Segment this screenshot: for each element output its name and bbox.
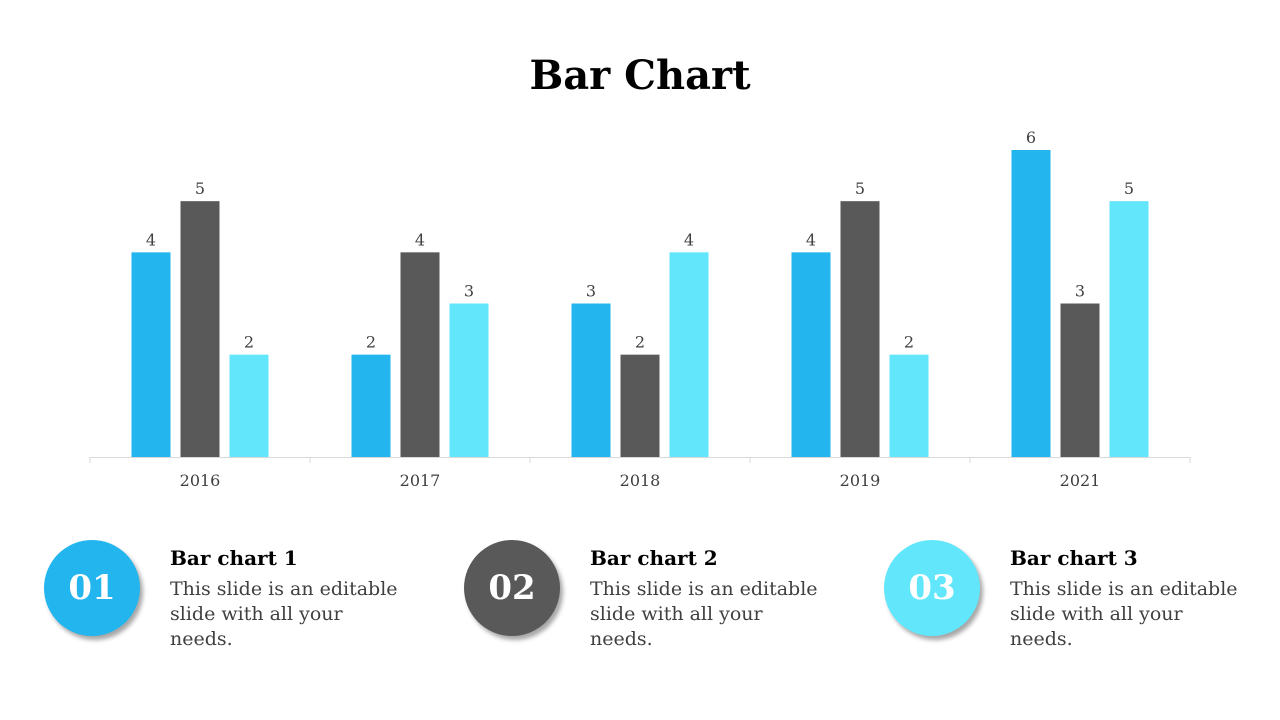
bar-2016-series-1 xyxy=(131,252,171,457)
legend-card-1: 01 Bar chart 1 This slide is an editable… xyxy=(44,540,464,660)
bar-value-label: 6 xyxy=(1026,128,1036,147)
bar-value-label: 3 xyxy=(586,282,596,301)
bar-value-label: 3 xyxy=(1075,282,1085,301)
bar-chart: 4 5 2 2016 2 4 3 2017 3 2 4 2018 4 5 2 2019 6 3 5 2021 xyxy=(89,128,1191,490)
legend-card-2: 02 Bar chart 2 This slide is an editable… xyxy=(464,540,884,660)
bar-2017-series-2 xyxy=(400,252,440,457)
bar-value-label: 5 xyxy=(1124,179,1134,198)
x-tick-label-2021: 2021 xyxy=(1060,471,1101,490)
bar-2019-series-1 xyxy=(791,252,831,457)
x-tick-label-2018: 2018 xyxy=(620,471,661,490)
bar-2019-series-2 xyxy=(840,201,880,457)
bar-value-label: 4 xyxy=(806,230,816,249)
x-tick-label-2019: 2019 xyxy=(840,471,881,490)
card-title-1: Bar chart 1 xyxy=(170,546,298,570)
card-title-2: Bar chart 2 xyxy=(590,546,718,570)
card-text-1: This slide is an editable slide with all… xyxy=(170,578,398,650)
bar-value-label: 5 xyxy=(195,179,205,198)
number-circle-1: 01 xyxy=(44,540,140,636)
bar-value-label: 4 xyxy=(146,230,156,249)
card-title-3: Bar chart 3 xyxy=(1010,546,1138,570)
legend-card-3: 03 Bar chart 3 This slide is an editable… xyxy=(884,540,1280,660)
bar-value-label: 5 xyxy=(855,179,865,198)
bar-2017-series-1 xyxy=(351,354,391,457)
bar-2021-series-2 xyxy=(1060,303,1100,457)
bar-value-label: 4 xyxy=(684,230,694,249)
bar-2019-series-3 xyxy=(889,354,929,457)
bar-value-label: 2 xyxy=(635,333,645,352)
x-tick-label-2016: 2016 xyxy=(180,471,221,490)
x-tick-label-2017: 2017 xyxy=(400,471,441,490)
bar-2018-series-2 xyxy=(620,354,660,457)
bar-2016-series-3 xyxy=(229,354,269,457)
number-circle-3: 03 xyxy=(884,540,980,636)
bar-2021-series-3 xyxy=(1109,201,1149,457)
bar-2018-series-1 xyxy=(571,303,611,457)
bar-2021-series-1 xyxy=(1011,150,1051,457)
bar-2016-series-2 xyxy=(180,201,220,457)
bar-value-label: 2 xyxy=(366,333,376,352)
bar-2018-series-3 xyxy=(669,252,709,457)
bar-value-label: 4 xyxy=(415,230,425,249)
card-text-2: This slide is an editable slide with all… xyxy=(590,578,818,650)
card-text-3: This slide is an editable slide with all… xyxy=(1010,578,1238,650)
bar-value-label: 3 xyxy=(464,282,474,301)
bar-2017-series-3 xyxy=(449,303,489,457)
bar-value-label: 2 xyxy=(904,333,914,352)
number-circle-2: 02 xyxy=(464,540,560,636)
chart-title: Bar Chart xyxy=(529,52,751,99)
bar-value-label: 2 xyxy=(244,333,254,352)
